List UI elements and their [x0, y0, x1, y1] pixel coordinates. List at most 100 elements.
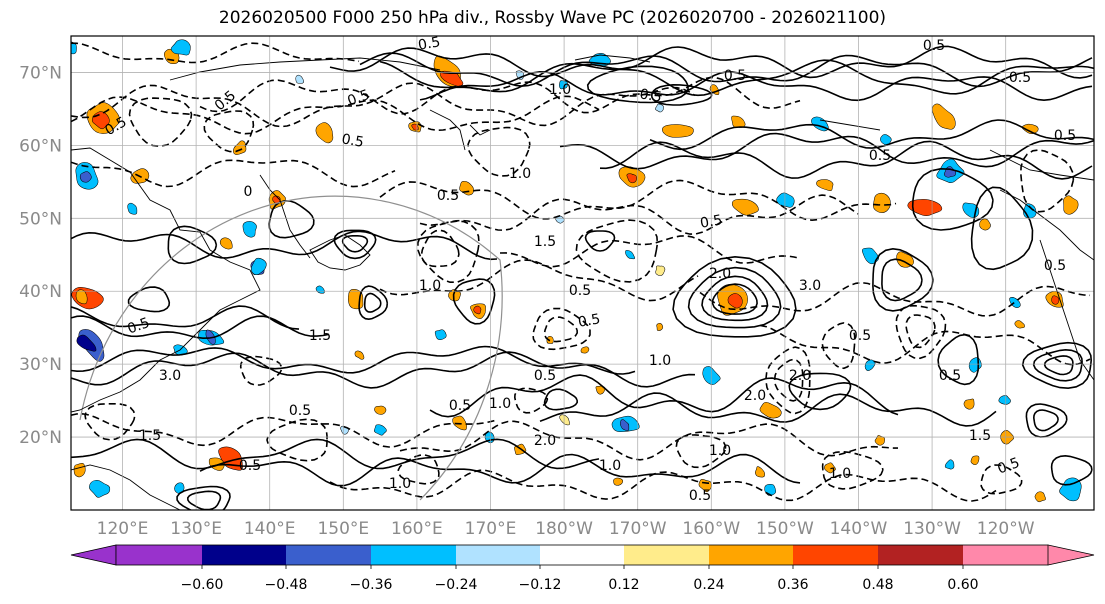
contour-value-label: 0.5	[577, 311, 602, 331]
contour-loop-positive	[1043, 355, 1074, 376]
contour-line-positive	[199, 453, 801, 487]
contour-value-label: 1.0	[489, 396, 511, 412]
reference-circle	[79, 195, 503, 501]
colorbar-tick-label: −0.24	[435, 577, 478, 593]
contour-loop-positive	[127, 286, 171, 313]
colorbar-segment	[286, 545, 372, 565]
contour-value-label: 0.5	[849, 328, 871, 344]
contour-line-positive	[419, 70, 1093, 102]
map-frame	[70, 35, 1095, 511]
divergence-fill	[315, 122, 334, 144]
divergence-fill	[896, 251, 914, 268]
contour-line-negative	[399, 420, 899, 461]
gridlines	[71, 36, 1094, 510]
contour-loop-positive	[1025, 403, 1068, 438]
colorbar-segment	[371, 545, 457, 565]
divergence-fill	[626, 173, 637, 184]
coastline	[469, 124, 491, 136]
contour-line-negative	[71, 42, 360, 64]
divergence-fill	[654, 103, 664, 113]
divergence-fill	[559, 80, 568, 90]
contour-loop-negative	[773, 358, 804, 402]
contour-loop-positive	[1021, 341, 1093, 390]
longitude-label: 140°W	[830, 519, 888, 539]
contour-loop-positive	[358, 285, 389, 321]
divergence-fill	[448, 289, 461, 302]
divergence-fill	[970, 455, 980, 465]
contour-value-label: 0.5	[449, 398, 471, 414]
contour-value-label: 0.5	[534, 368, 556, 384]
contour-line-negative	[379, 259, 699, 302]
contour-loop-negative	[980, 464, 1023, 495]
divergence-fill	[434, 329, 447, 341]
contour-value-label: 1.5	[969, 428, 991, 444]
latitude-label: 50°N	[19, 209, 62, 229]
contour-line-negative	[329, 469, 997, 502]
latitude-label: 60°N	[19, 136, 62, 156]
contour-value-label: 0	[244, 184, 253, 200]
divergence-fill	[613, 477, 624, 486]
colorbar	[70, 544, 1095, 569]
colorbar-tick-label: 0.12	[608, 577, 639, 593]
contour-value-label: 0.5	[995, 455, 1021, 478]
coastline	[309, 234, 371, 271]
contour-value-label: 3.0	[159, 368, 181, 384]
contour-loop-positive	[363, 292, 382, 313]
contour-value-label: 2.0	[534, 433, 556, 449]
contour-loop-negative	[821, 322, 856, 370]
colorbar-segment	[624, 545, 710, 565]
contour-value-label: 2.0	[744, 388, 766, 404]
contour-value-label: 0.5	[437, 188, 459, 204]
contour-value-label: 0.5	[638, 86, 663, 106]
divergence-fill	[824, 462, 836, 474]
longitude-label: 180°W	[535, 519, 593, 539]
contour-value-label: 0.5	[724, 68, 746, 84]
divergence-fill	[219, 237, 233, 250]
contour-loop-positive	[543, 388, 579, 411]
contour-loop-negative	[821, 450, 884, 490]
contour-value-label: 0.5	[289, 403, 311, 419]
divergence-fill	[1034, 491, 1046, 503]
contour-loop-positive	[911, 167, 994, 231]
divergence-fill	[251, 257, 267, 275]
contour-loop-negative	[128, 97, 193, 148]
divergence-fill	[1021, 123, 1039, 134]
latitude-label: 30°N	[19, 355, 62, 375]
divergence-fill	[374, 405, 387, 415]
latitude-labels: 70°N 60°N 50°N 40°N 30°N 20°N	[19, 63, 62, 448]
divergence-fill	[295, 74, 305, 84]
colorbar-extend-high	[1047, 544, 1095, 566]
contour-line-negative	[71, 82, 696, 128]
divergence-fill	[559, 414, 571, 426]
contour-loop-positive	[687, 266, 782, 329]
contour-value-label: 0.5	[689, 488, 711, 504]
contour-value-label: 2.0	[789, 368, 811, 384]
contour-loop-positive	[701, 275, 769, 322]
divergence-fill	[662, 124, 694, 138]
divergence-fill	[880, 134, 892, 146]
contour-value-label: 1.5	[534, 234, 556, 250]
coastline	[989, 149, 1094, 181]
contour-value-label: 1.0	[419, 278, 441, 294]
contour-value-label: 1.0	[509, 166, 531, 182]
contour-loop-positive	[711, 283, 758, 315]
longitude-label: 160°W	[682, 519, 740, 539]
divergence-fill	[170, 39, 191, 56]
contour-loop-positive	[586, 65, 689, 104]
divergence-fill	[174, 482, 185, 494]
colorbar-segment	[116, 545, 203, 565]
contour-loop-positive	[1032, 409, 1059, 432]
colorbar-tick-label: −0.36	[350, 577, 393, 593]
contour-value-label: 0.5	[417, 34, 442, 54]
contour-value-label: 1.0	[829, 466, 851, 482]
divergence-fill	[944, 459, 955, 470]
divergence-fill	[656, 323, 664, 331]
contour-loop-positive	[881, 258, 923, 302]
colorbar-extend-low	[70, 544, 117, 566]
divergence-fill	[620, 419, 630, 431]
contour-line-positive	[649, 119, 1094, 151]
divergence-fill	[242, 221, 257, 238]
divergence-fill	[580, 346, 590, 354]
divergence-fill	[79, 171, 92, 183]
